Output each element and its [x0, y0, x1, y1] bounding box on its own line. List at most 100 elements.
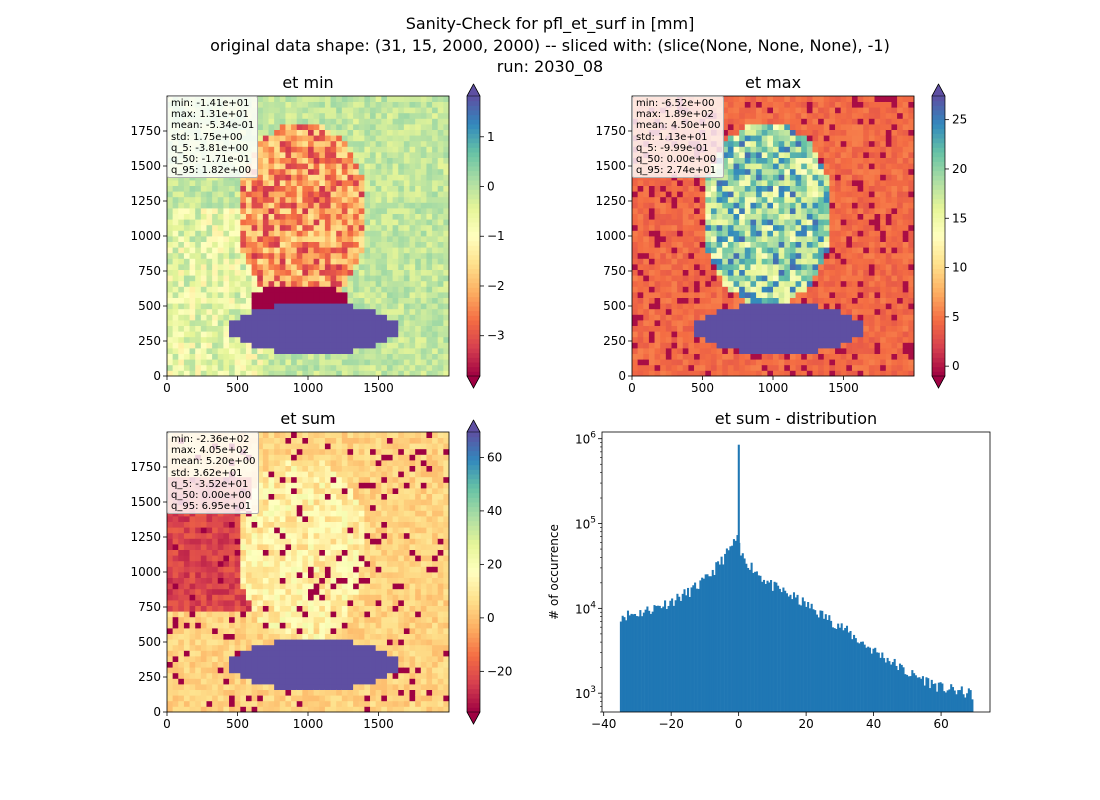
heatmap-cell [795, 241, 802, 248]
heatmap-cell [234, 191, 241, 198]
heatmap-cell [891, 124, 898, 130]
heatmap-cell [313, 224, 320, 231]
heatmap-cell [801, 364, 808, 371]
heatmap-cell [364, 202, 371, 209]
heatmap-cell [767, 202, 774, 209]
heatmap-cell [426, 292, 433, 298]
heatmap-cell [251, 348, 258, 354]
heatmap-cell [319, 168, 326, 175]
heatmap-cell [324, 140, 331, 147]
heatmap-cell [398, 258, 405, 265]
heatmap-cell [364, 264, 371, 270]
heatmap-cell [291, 331, 298, 338]
heatmap-cell [279, 342, 286, 349]
heatmap-cell [437, 342, 444, 349]
heatmap-cell [443, 191, 450, 198]
heatmap-cell [229, 275, 236, 282]
heatmap-cell [392, 331, 399, 338]
heatmap-cell [426, 168, 433, 175]
heatmap-cell [880, 297, 887, 304]
heatmap-cell [773, 342, 780, 349]
heatmap-cell [789, 297, 796, 304]
heatmap-cell [353, 157, 360, 164]
heatmap-cell [274, 191, 281, 198]
heatmap-cell [716, 303, 723, 310]
heatmap-cell [756, 180, 763, 186]
heatmap-cell [801, 320, 808, 326]
colorbar-segment [467, 282, 480, 288]
heatmap-cell [308, 191, 315, 198]
heatmap-cell [200, 359, 207, 366]
heatmap-cell [874, 230, 881, 237]
heatmap-cell [257, 359, 264, 366]
heatmap-cell [637, 342, 644, 349]
heatmap-cell [880, 331, 887, 338]
heatmap-cell [750, 230, 757, 237]
heatmap-cell [727, 224, 734, 231]
heatmap-cell [370, 157, 377, 164]
heatmap-cell [846, 353, 853, 360]
heatmap-cell [637, 219, 644, 226]
heatmap-cell [857, 275, 864, 282]
heatmap-cell [795, 124, 802, 130]
heatmap-cell [240, 364, 247, 371]
heatmap-cell [212, 320, 219, 326]
heatmap-cell [324, 118, 331, 125]
heatmap-cell [262, 252, 269, 259]
heatmap-cell [727, 196, 734, 203]
heatmap-cell [415, 308, 422, 315]
heatmap-cell [891, 258, 898, 265]
heatmap-cell [744, 213, 751, 220]
heatmap-cell [637, 252, 644, 259]
heatmap-cell [694, 269, 701, 276]
heatmap-cell [347, 286, 354, 293]
heatmap-cell [223, 280, 230, 287]
heatmap-cell [291, 174, 298, 181]
heatmap-cell [279, 146, 286, 153]
heatmap-cell [291, 364, 298, 371]
heatmap-cell [403, 124, 410, 130]
heatmap-cell [420, 168, 427, 175]
heatmap-cell [654, 224, 661, 231]
heatmap-cell [840, 236, 847, 242]
heatmap-cell [212, 236, 219, 242]
heatmap-cell [178, 348, 185, 354]
heatmap-cell [789, 163, 796, 170]
heatmap-cell [863, 219, 870, 226]
heatmap-cell [409, 230, 416, 237]
heatmap-cell [863, 286, 870, 293]
heatmap-cell [296, 168, 303, 175]
heatmap-cell [840, 140, 847, 147]
heatmap-cell [324, 230, 331, 237]
heatmap-cell [443, 124, 450, 130]
heatmap-cell [212, 286, 219, 293]
heatmap-cell [403, 241, 410, 248]
heatmap-cell [789, 202, 796, 209]
heatmap-cell [437, 168, 444, 175]
heatmap-cell [336, 370, 343, 377]
heatmap-cell [296, 252, 303, 259]
heatmap-cell [857, 359, 864, 366]
heatmap-cell [891, 353, 898, 360]
heatmap-cell [432, 135, 439, 142]
heatmap-cell [857, 264, 864, 270]
heatmap-cell [330, 314, 337, 321]
heatmap-cell [699, 353, 706, 360]
heatmap-cell [806, 118, 813, 125]
heatmap-cell [381, 202, 388, 209]
heatmap-cell [789, 224, 796, 231]
heatmap-cell [291, 196, 298, 203]
heatmap-cell [863, 140, 870, 147]
heatmap-cell [217, 336, 224, 343]
heatmap-cell [654, 325, 661, 332]
heatmap-cell [739, 342, 746, 349]
heatmap-cell [710, 230, 717, 237]
heatmap-cell [733, 236, 740, 242]
heatmap-cell [234, 247, 241, 254]
heatmap-cell [415, 191, 422, 198]
heatmap-cell [330, 101, 337, 108]
heatmap-cell [178, 353, 185, 360]
heatmap-cell [386, 303, 393, 310]
heatmap-cell [699, 202, 706, 209]
heatmap-cell [868, 308, 875, 315]
